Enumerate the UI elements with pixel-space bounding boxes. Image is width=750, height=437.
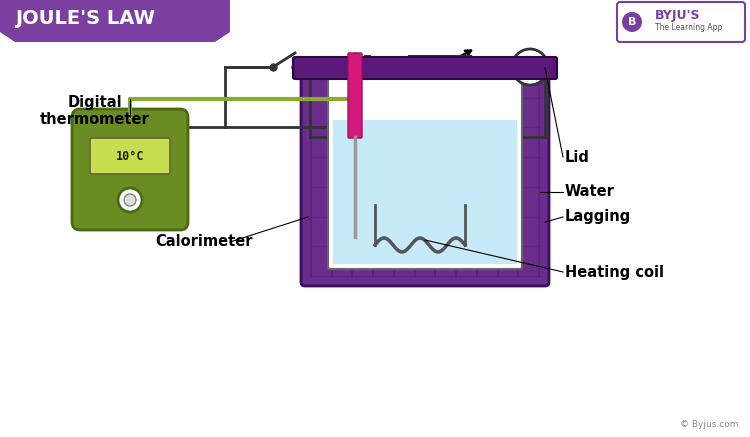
- FancyBboxPatch shape: [328, 65, 522, 269]
- Text: © Byjus.com: © Byjus.com: [680, 420, 738, 429]
- FancyBboxPatch shape: [301, 58, 549, 286]
- Circle shape: [512, 49, 548, 85]
- Polygon shape: [0, 0, 230, 42]
- Text: Calorimeter: Calorimeter: [155, 235, 253, 250]
- FancyBboxPatch shape: [90, 138, 170, 174]
- FancyBboxPatch shape: [293, 57, 557, 79]
- Text: JOULE'S LAW: JOULE'S LAW: [15, 8, 155, 28]
- Circle shape: [118, 188, 142, 212]
- Circle shape: [124, 194, 136, 206]
- Text: BYJU'S: BYJU'S: [655, 8, 700, 21]
- Text: B: B: [628, 17, 636, 27]
- FancyBboxPatch shape: [72, 109, 188, 230]
- FancyBboxPatch shape: [617, 2, 745, 42]
- Text: Water: Water: [565, 184, 615, 200]
- Text: Digital
thermometer: Digital thermometer: [40, 95, 150, 128]
- Text: A: A: [524, 58, 536, 76]
- FancyBboxPatch shape: [333, 120, 517, 264]
- FancyBboxPatch shape: [348, 53, 362, 138]
- FancyBboxPatch shape: [409, 56, 471, 78]
- Circle shape: [622, 12, 642, 32]
- Text: 10°C: 10°C: [116, 149, 144, 163]
- Text: The Learning App: The Learning App: [655, 22, 722, 31]
- Text: Lagging: Lagging: [565, 209, 632, 225]
- Text: Lid: Lid: [565, 149, 590, 164]
- Text: Heating coil: Heating coil: [565, 264, 664, 280]
